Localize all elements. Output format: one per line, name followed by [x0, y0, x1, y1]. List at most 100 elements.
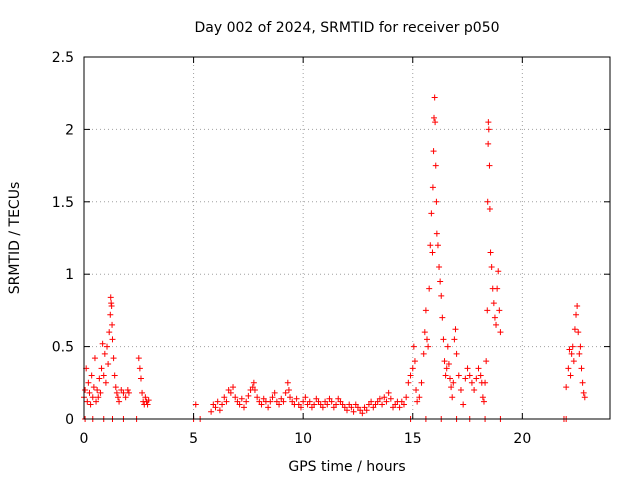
data-point	[429, 249, 436, 256]
data-point	[429, 184, 436, 191]
data-point	[442, 372, 449, 379]
data-point	[120, 389, 127, 396]
data-point	[484, 198, 491, 205]
data-point	[135, 355, 142, 362]
data-point	[495, 268, 502, 275]
x-tick-label: 10	[294, 431, 312, 447]
data-point	[96, 375, 103, 382]
x-axis-label: GPS time / hours	[288, 459, 405, 475]
data-point	[482, 379, 489, 386]
data-point	[449, 394, 456, 401]
data-point	[254, 394, 261, 401]
data-point	[416, 394, 423, 401]
data-point	[221, 394, 228, 401]
data-point	[447, 375, 454, 382]
data-point	[566, 346, 573, 353]
data-point	[483, 358, 490, 365]
y-axis-label: SRMTID / TECUs	[7, 182, 23, 295]
data-point	[359, 410, 366, 417]
data-point	[306, 398, 313, 405]
data-point	[422, 307, 429, 314]
data-point	[98, 365, 105, 372]
data-point	[232, 394, 239, 401]
data-point	[452, 326, 459, 333]
data-point	[250, 379, 257, 386]
data-point	[464, 365, 471, 372]
data-point	[496, 307, 503, 314]
data-point	[426, 285, 433, 292]
data-point	[238, 395, 245, 402]
y-tick-label: 1	[65, 267, 74, 283]
data-point	[284, 379, 291, 386]
data-point	[423, 336, 430, 343]
axes	[83, 56, 611, 420]
data-point	[433, 198, 440, 205]
data-point	[122, 394, 129, 401]
data-point	[269, 394, 276, 401]
data-point	[125, 389, 132, 396]
data-point	[563, 384, 570, 391]
data-point	[280, 398, 287, 405]
data-point	[493, 321, 500, 328]
data-point	[271, 389, 278, 396]
data-point	[328, 398, 335, 405]
data-point	[208, 408, 215, 415]
data-point	[94, 387, 101, 394]
data-point	[477, 372, 484, 379]
data-point	[444, 343, 451, 350]
data-point	[578, 365, 585, 372]
data-point	[433, 230, 440, 237]
data-point	[575, 329, 582, 336]
data-point	[579, 379, 586, 386]
data-point	[497, 329, 504, 336]
data-point	[468, 379, 475, 386]
data-point	[453, 350, 460, 357]
data-point	[570, 358, 577, 365]
data-point	[381, 394, 388, 401]
data-point	[116, 398, 123, 405]
data-point	[457, 387, 464, 394]
data-point	[144, 401, 151, 408]
data-point	[430, 148, 437, 155]
data-point	[223, 398, 230, 405]
data-point	[276, 401, 283, 408]
data-point	[87, 401, 94, 408]
data-point	[387, 395, 394, 402]
data-point	[409, 365, 416, 372]
data-point	[471, 387, 478, 394]
data-point	[214, 398, 221, 405]
data-point	[114, 394, 121, 401]
data-point	[300, 398, 307, 405]
data-point	[413, 387, 420, 394]
data-point	[368, 398, 375, 405]
data-point	[450, 379, 457, 386]
data-point	[219, 401, 226, 408]
data-point	[405, 379, 412, 386]
data-point	[432, 162, 439, 169]
data-point	[97, 389, 104, 396]
data-point	[137, 375, 144, 382]
data-point	[431, 114, 438, 121]
data-point	[363, 407, 370, 414]
data-point	[443, 365, 450, 372]
data-point	[485, 140, 492, 147]
data-point	[287, 394, 294, 401]
data-point	[441, 358, 448, 365]
data-point	[576, 350, 583, 357]
plot-frame	[83, 56, 611, 420]
data-point	[565, 365, 572, 372]
data-point	[436, 263, 443, 270]
x-tick-label: 15	[404, 431, 422, 447]
data-point	[488, 263, 495, 270]
y-tick-label: 1.5	[52, 195, 74, 211]
data-point	[311, 401, 318, 408]
data-point	[577, 343, 584, 350]
data-point	[571, 326, 578, 333]
data-point	[293, 395, 300, 402]
data-point	[265, 404, 272, 411]
data-point	[445, 360, 452, 367]
data-point	[385, 389, 392, 396]
data-point	[451, 336, 458, 343]
y-tick-label: 0.5	[52, 340, 74, 356]
data-point	[82, 387, 89, 394]
